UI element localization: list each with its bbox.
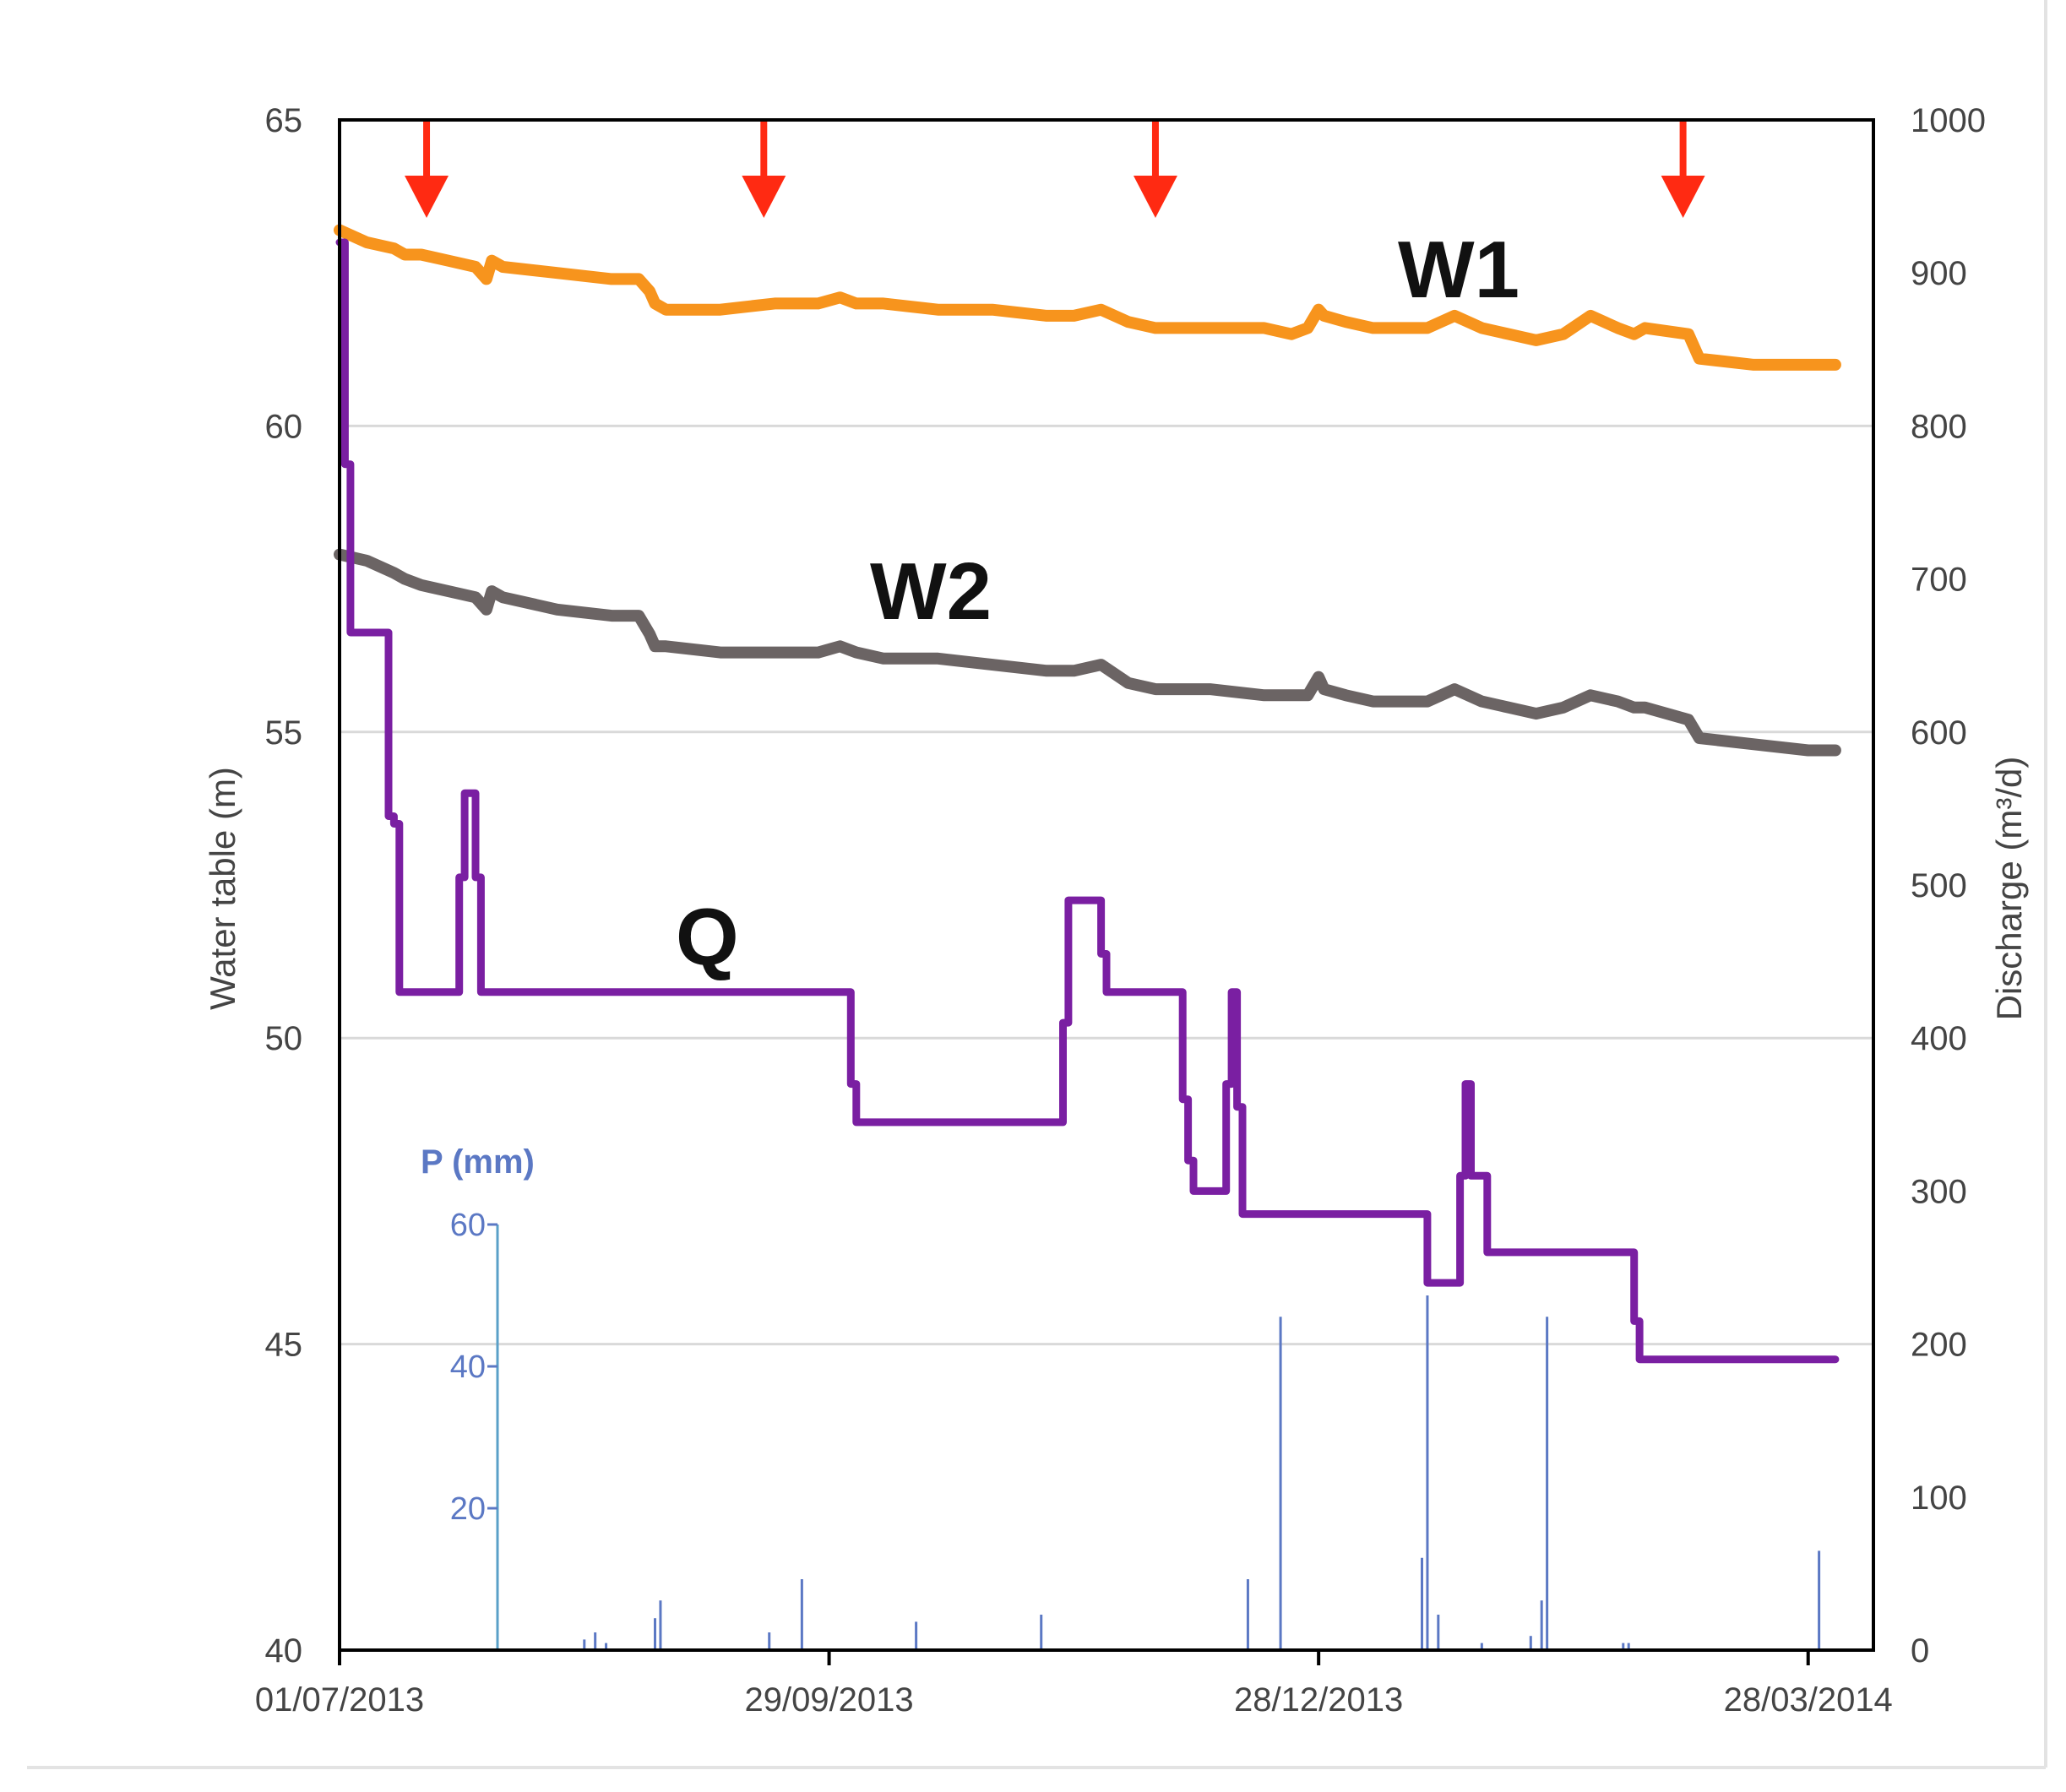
- y2-tick-label: 800: [1911, 408, 1967, 445]
- y-axis-title: Water table (m): [203, 767, 242, 1010]
- p-tick-label: 40: [450, 1349, 486, 1385]
- y2-tick-label: 300: [1911, 1173, 1967, 1210]
- y-tick-label: 45: [265, 1327, 303, 1364]
- labels: Water table (m) Discharge (m³/d) W1 W2 Q…: [203, 102, 2029, 1719]
- arrow-head: [742, 176, 786, 218]
- p-tick-label: 20: [450, 1491, 486, 1527]
- series-line-w1: [334, 224, 1841, 371]
- gridlines: [340, 424, 1873, 1346]
- series-label-q: Q: [676, 892, 739, 982]
- y2-tick-label: 1000: [1911, 102, 1986, 139]
- y2-tick-label: 900: [1911, 255, 1967, 292]
- p-axis-title: P (mm): [421, 1143, 535, 1181]
- y2-tick-label: 0: [1911, 1632, 1929, 1670]
- y2-tick-label: 700: [1911, 562, 1967, 599]
- x-tick-label: 28/12/2013: [1234, 1681, 1403, 1719]
- plot-frame: [338, 118, 1875, 1652]
- x-tick-label: 01/07/2013: [255, 1681, 424, 1719]
- arrow-head: [1661, 176, 1705, 218]
- y-tick-label: 55: [265, 714, 303, 752]
- y-tick-label: 60: [265, 408, 303, 445]
- x-tick-label: 29/09/2013: [744, 1681, 913, 1719]
- series-line-w2: [334, 548, 1841, 757]
- y-tick-label: 40: [265, 1632, 303, 1670]
- y2-tick-label: 400: [1911, 1020, 1967, 1057]
- series-label-w2: W2: [870, 546, 992, 637]
- x-tick-label: 28/03/2014: [1724, 1681, 1893, 1719]
- precipitation-bars: 20 40 60: [450, 1208, 1821, 1650]
- arrow-head: [1133, 176, 1177, 218]
- y2-axis-title: Discharge (m³/d): [1989, 757, 2029, 1021]
- y2-tick-label: 500: [1911, 867, 1967, 904]
- y2-tick-label: 200: [1911, 1327, 1967, 1364]
- y2-tick-label: 600: [1911, 714, 1967, 752]
- axes: [338, 118, 1875, 1665]
- p-tick-label: 60: [450, 1208, 486, 1243]
- y-tick-label: 65: [265, 102, 303, 139]
- series-label-w1: W1: [1398, 225, 1520, 315]
- series-line-q: [335, 238, 1840, 1364]
- arrow-head: [405, 176, 449, 218]
- y2-tick-label: 100: [1911, 1480, 1967, 1517]
- series-lines: [334, 224, 1841, 1364]
- y-tick-label: 50: [265, 1020, 303, 1057]
- sampling-arrows: [405, 120, 1705, 218]
